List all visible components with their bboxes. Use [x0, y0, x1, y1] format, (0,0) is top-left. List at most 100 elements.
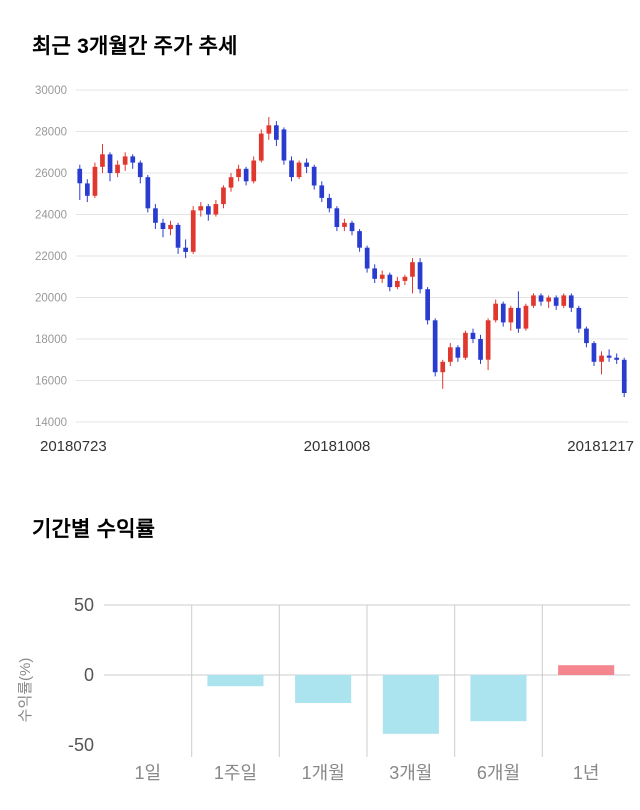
y-tick-label: 22000 [35, 251, 67, 263]
candle-body [531, 295, 536, 306]
candle-body [289, 160, 294, 178]
candle-body [221, 187, 226, 205]
y-tick-label: 24000 [35, 210, 67, 222]
price-trend-title: 최근 3개월간 주가 추세 [32, 35, 238, 58]
candle-body [296, 162, 302, 178]
candle-body [379, 274, 385, 279]
candlestick-x-axis: 20180723 20181008 20181217 [0, 432, 640, 455]
candle-body [402, 276, 408, 281]
category-label: 1주일 [214, 763, 257, 783]
returns-section: 기간별 수익률 50 0 -50 1일 1주일 1개월 3개월 6개월 1년 수익률(%) [0, 455, 640, 795]
category-label: 6개월 [477, 763, 520, 783]
candle-body [175, 224, 181, 248]
candle-body [387, 274, 393, 288]
candle-body [432, 320, 438, 373]
y-tick-label: 0 [84, 665, 94, 685]
candle-body [606, 355, 612, 358]
candle-body [357, 231, 362, 248]
candle-body [417, 262, 423, 290]
candle-body [274, 125, 279, 140]
candle-body [243, 168, 249, 182]
return-bar [295, 675, 352, 703]
candle-body [153, 208, 158, 223]
candle-body [568, 295, 574, 308]
candle-body [160, 222, 166, 229]
return-bar [207, 675, 264, 687]
candle-body [319, 185, 325, 198]
candle-body [591, 343, 597, 362]
candle-body [372, 268, 377, 279]
candlestick-chart: 30000 28000 26000 24000 22000 20000 18000 16000… [35, 85, 628, 429]
candle-body [440, 361, 446, 373]
candle-body [311, 166, 317, 186]
x-axis-label-mid: 20181008 [303, 438, 371, 455]
candle-body [342, 222, 347, 227]
candle-body [100, 154, 105, 167]
candle-body [213, 204, 219, 215]
return-bar [558, 665, 615, 675]
candle-body [455, 347, 461, 358]
candle-body [137, 162, 143, 178]
x-axis-label-start: 20180723 [40, 438, 107, 455]
candle-body [493, 303, 498, 321]
y-tick-label: 26000 [35, 168, 67, 180]
candle-body [258, 133, 264, 161]
y-tick-label: 50 [74, 595, 94, 615]
category-label: 1개월 [302, 763, 345, 783]
candle-body [500, 303, 506, 323]
candle-body [516, 307, 521, 329]
candle-body [77, 168, 83, 184]
candle-body [198, 206, 204, 211]
candle-body [425, 289, 430, 321]
candle-body [168, 224, 173, 230]
y-tick-label: 28000 [35, 127, 67, 139]
candle-body [470, 332, 476, 339]
candle-body [553, 297, 559, 306]
returns-title: 기간별 수익률 [32, 518, 156, 541]
return-bar [470, 675, 527, 722]
candle-body [576, 307, 582, 329]
category-label: 1일 [135, 763, 162, 783]
candle-body [523, 305, 529, 329]
candle-body [485, 320, 491, 360]
x-axis-label-end: 20181217 [567, 438, 634, 455]
candle-body [130, 156, 136, 163]
candle-body [236, 168, 241, 178]
y-tick-label: 18000 [35, 334, 67, 346]
y-tick-label: 30000 [35, 85, 67, 97]
candle-body [546, 297, 551, 302]
candle-body [448, 347, 453, 362]
candle-body [508, 307, 514, 323]
candle-body [584, 328, 589, 344]
candle-body [190, 210, 196, 252]
y-tick-label: 16000 [35, 376, 67, 388]
return-bar [382, 675, 439, 734]
candle-body [349, 222, 355, 232]
candle-body [538, 295, 544, 302]
bar-chart: 50 0 -50 1일 1주일 1개월 3개월 6개월 1년 수익률(%) [17, 595, 630, 783]
candle-body [183, 247, 188, 252]
candle-body [621, 359, 627, 393]
candle-body [251, 160, 257, 182]
price-trend-section: 최근 3개월간 주가 추세 30000 28000 26000 24000 22000 2… [0, 35, 640, 455]
category-label: 3개월 [389, 763, 432, 783]
candle-body [463, 332, 468, 358]
candle-body [410, 262, 415, 277]
y-tick-label: 14000 [35, 417, 67, 429]
candle-body [327, 197, 332, 209]
candle-body [478, 339, 483, 360]
candle-body [85, 183, 90, 196]
candle-body [304, 162, 309, 167]
y-tick-label: 20000 [35, 293, 67, 305]
candle-body [228, 177, 234, 188]
y-axis-title: 수익률(%) [17, 658, 34, 723]
candle-body [561, 295, 567, 306]
candle-body [614, 357, 619, 360]
candle-body [266, 125, 272, 134]
candle-body [334, 208, 340, 227]
candle-body [206, 206, 211, 215]
candle-body [145, 177, 151, 209]
candle-body [122, 156, 128, 165]
candle-body [599, 355, 604, 362]
